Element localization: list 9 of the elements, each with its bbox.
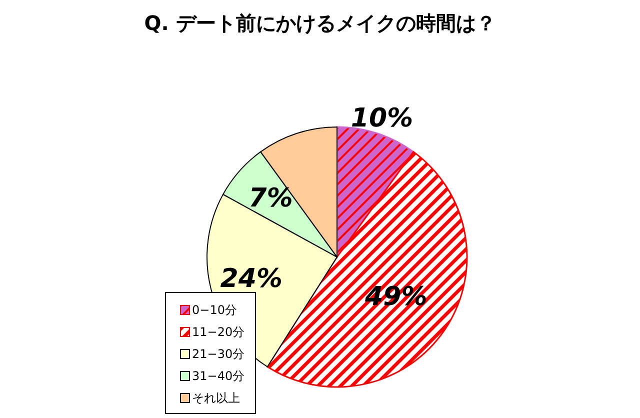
data-label: 10% xyxy=(350,104,414,134)
data-label: 7% xyxy=(248,184,293,214)
legend-label: それ以上 xyxy=(192,390,240,406)
legend-label: 0−10分 xyxy=(192,302,237,318)
legend-label: 11−20分 xyxy=(192,324,245,340)
legend-label: 21−30分 xyxy=(192,346,245,362)
chart-title: Q. デート前にかけるメイクの時間は？ xyxy=(143,10,497,37)
legend-label: 31−40分 xyxy=(192,368,245,384)
data-label: 24% xyxy=(220,264,282,294)
